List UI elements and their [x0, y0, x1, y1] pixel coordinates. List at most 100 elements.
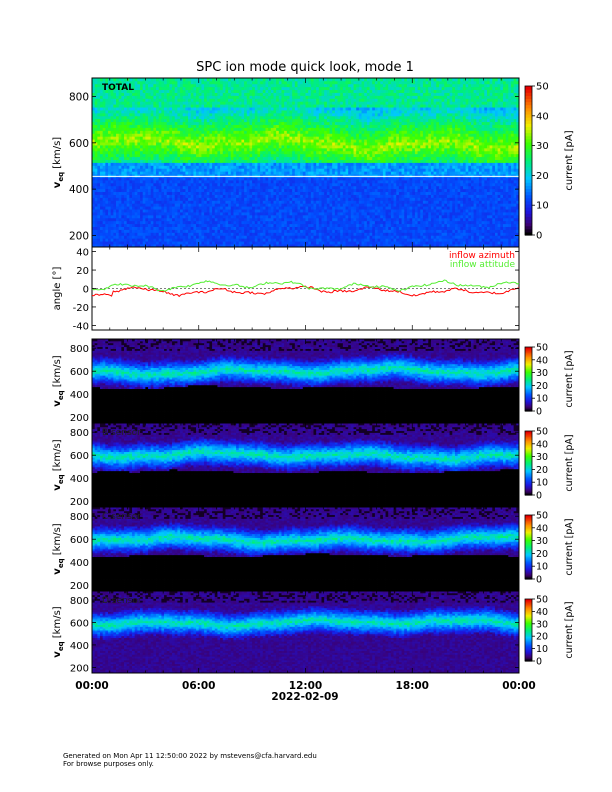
heatmap-cell: [185, 235, 188, 238]
heatmap-cell: [95, 81, 98, 84]
heatmap-cell: [295, 101, 298, 104]
heatmap-cell: [199, 122, 202, 125]
heatmap-cell: [135, 116, 138, 119]
heatmap-cell: [95, 177, 98, 180]
heatmap-cell: [148, 163, 151, 166]
heatmap-cell: [247, 101, 250, 104]
heatmap-cell: [233, 227, 236, 230]
heatmap-cell: [209, 171, 212, 174]
heatmap-cell: [273, 116, 276, 119]
heatmap-cell: [145, 160, 148, 163]
heatmap-cell: [247, 174, 250, 177]
heatmap-cell: [188, 227, 191, 230]
heatmap-cell: [249, 104, 252, 107]
heatmap-cell: [97, 221, 100, 224]
heatmap-cell: [108, 104, 111, 107]
heatmap-cell: [207, 197, 210, 200]
heatmap-cell: [191, 154, 194, 157]
heatmap-cell: [143, 160, 146, 163]
heatmap-cell: [185, 87, 188, 90]
heatmap-cell: [129, 107, 132, 110]
heatmap-cell: [105, 227, 108, 230]
heatmap-cell: [212, 165, 215, 168]
heatmap-cell: [244, 163, 247, 166]
heatmap-cell: [167, 145, 170, 148]
heatmap-cell: [212, 101, 215, 104]
heatmap-cell: [145, 93, 148, 96]
heatmap-cell: [217, 145, 220, 148]
heatmap-cell: [129, 165, 132, 168]
heatmap-cell: [196, 119, 199, 122]
heatmap-cell: [127, 218, 130, 221]
heatmap-cell: [100, 145, 103, 148]
heatmap-cell: [225, 130, 228, 133]
heatmap-cell: [183, 90, 186, 93]
heatmap-cell: [116, 215, 119, 218]
heatmap-cell: [209, 128, 212, 131]
heatmap-cell: [185, 218, 188, 221]
heatmap-cell: [140, 136, 143, 139]
heatmap-cell: [236, 136, 239, 139]
heatmap-cell: [103, 180, 106, 183]
heatmap-cell: [279, 98, 282, 101]
heatmap-cell: [183, 116, 186, 119]
heatmap-cell: [273, 165, 276, 168]
heatmap-cell: [225, 163, 228, 166]
heatmap-cell: [183, 95, 186, 98]
heatmap-cell: [284, 157, 287, 160]
heatmap-cell: [188, 197, 191, 200]
heatmap-cell: [252, 160, 255, 163]
heatmap-cell: [188, 130, 191, 133]
heatmap-cell: [151, 168, 154, 171]
heatmap-cell: [105, 183, 108, 186]
heatmap-cell: [172, 142, 175, 145]
heatmap-cell: [207, 235, 210, 238]
heatmap-cell: [241, 209, 244, 212]
heatmap-cell: [145, 104, 148, 107]
heatmap-cell: [151, 125, 154, 128]
heatmap-cell: [217, 119, 220, 122]
heatmap-cell: [97, 133, 100, 136]
heatmap-cell: [129, 160, 132, 163]
heatmap-cell: [119, 171, 122, 174]
heatmap-cell: [191, 151, 194, 154]
heatmap-cell: [137, 116, 140, 119]
heatmap-cell: [191, 195, 194, 198]
heatmap-cell: [265, 116, 268, 119]
heatmap-cell: [135, 235, 138, 238]
heatmap-cell: [201, 145, 204, 148]
heatmap-cell: [132, 119, 135, 122]
heatmap-cell: [241, 142, 244, 145]
heatmap-cell: [188, 189, 191, 192]
heatmap-cell: [135, 177, 138, 180]
heatmap-cell: [217, 192, 220, 195]
heatmap-cell: [239, 180, 242, 183]
heatmap-cell: [257, 104, 260, 107]
heatmap-cell: [143, 130, 146, 133]
heatmap-cell: [156, 171, 159, 174]
heatmap-cell: [177, 197, 180, 200]
heatmap-cell: [151, 128, 154, 131]
heatmap-cell: [172, 116, 175, 119]
heatmap-cell: [172, 218, 175, 221]
heatmap-cell: [228, 113, 231, 116]
heatmap-cell: [260, 125, 263, 128]
heatmap-cell: [156, 232, 159, 235]
heatmap-cell: [212, 122, 215, 125]
heatmap-cell: [159, 183, 162, 186]
heatmap-cell: [135, 241, 138, 244]
heatmap-cell: [257, 189, 260, 192]
heatmap-cell: [295, 84, 298, 87]
heatmap-cell: [249, 230, 252, 233]
heatmap-cell: [95, 95, 98, 98]
heatmap-cell: [257, 218, 260, 221]
heatmap-cell: [121, 189, 124, 192]
heatmap-cell: [119, 157, 122, 160]
heatmap-cell: [273, 93, 276, 96]
heatmap-cell: [289, 84, 292, 87]
heatmap-cell: [295, 180, 298, 183]
heatmap-cell: [177, 241, 180, 244]
heatmap-cell: [271, 90, 274, 93]
heatmap-cell: [295, 122, 298, 125]
heatmap-cell: [215, 192, 218, 195]
